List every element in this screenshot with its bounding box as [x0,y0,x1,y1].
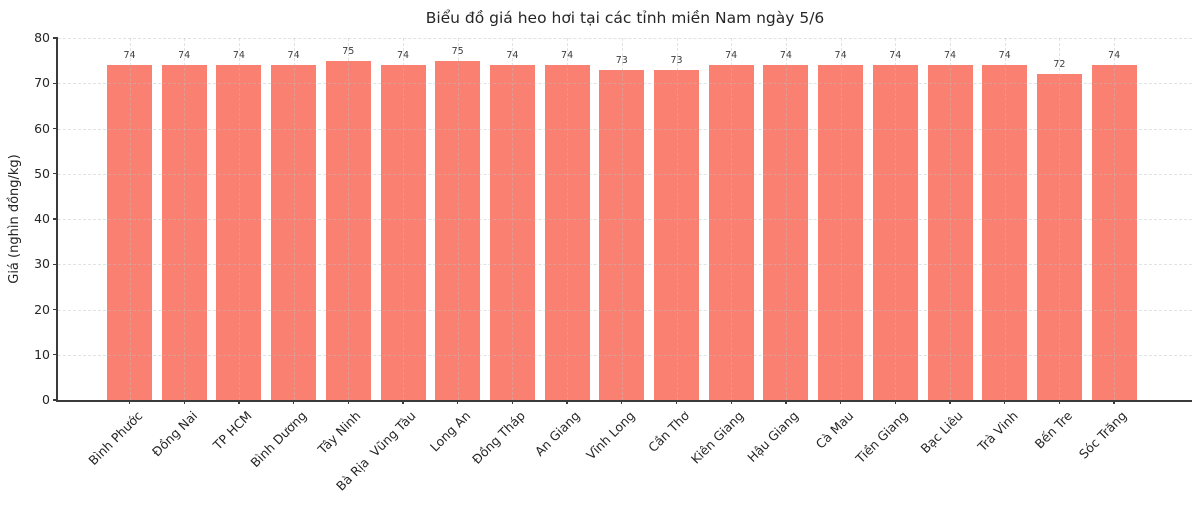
bar-value-label: 74 [725,50,738,62]
x-tick-mark [183,400,185,404]
bar-value-label: 74 [232,50,245,62]
x-tick-label-text: Hậu Giang [744,408,802,466]
bar [544,65,590,400]
x-tick-label-text: Bình Dương [247,408,310,471]
x-tick-mark [128,400,131,404]
x-tick-label-text: Bạc Liêu [917,408,966,457]
x-tick-label-text: TP HCM [209,408,255,453]
y-tick-label: 80 [34,30,50,45]
x-tick-label-text: Đồng Nai [148,408,200,460]
y-axis-spine [56,38,58,401]
y-tick-label: 10 [34,346,50,362]
bar-value-label: 72 [1053,59,1066,71]
bar [216,65,262,400]
bar [380,65,426,400]
x-tick-mark [839,400,842,404]
y-tick-mark [53,127,58,130]
bar-value-label: 74 [561,50,574,62]
y-tick-mark [53,308,58,311]
bar [599,69,645,400]
x-tick-label-text: Tây Ninh [315,408,364,457]
x-tick-mark [566,400,568,404]
bar-value-label: 75 [342,45,355,57]
y-tick-mark [53,173,58,175]
bar [872,65,918,400]
y-tick-label: 40 [34,211,50,226]
y-tick-label: 60 [34,120,50,136]
y-tick-mark [53,82,58,84]
y-tick-mark [53,218,58,220]
x-tick-mark [1113,400,1115,404]
x-tick-label-text: Sóc Trăng [1076,408,1130,462]
x-tick-mark [292,400,295,404]
bar [818,65,864,400]
x-tick-label-text: Bến Tre [1031,408,1075,452]
chart-title: Biểu đồ giá heo hơi tại các tỉnh miền Na… [425,9,825,27]
x-tick-mark [1058,400,1061,404]
bar [1091,65,1137,400]
bar [708,65,754,400]
bar [1036,74,1082,400]
x-tick-label-text: Trà Vinh [974,408,1021,455]
bar-value-label: 74 [287,50,300,62]
y-tick-label: 20 [34,301,50,317]
bar-value-label: 74 [1108,50,1121,62]
bar [763,65,809,400]
bar-value-label: 74 [123,50,136,62]
bar-value-label: 74 [779,50,792,62]
bar-value-label: 74 [889,50,902,62]
bar-value-label: 74 [506,50,519,62]
x-tick-mark [402,400,404,404]
bar-value-label: 74 [998,50,1011,62]
bar-value-label: 73 [615,54,628,66]
bar-value-label: 74 [834,50,847,62]
y-tick-mark [53,354,58,356]
y-tick-mark [53,263,58,265]
x-tick-mark [730,400,732,404]
bar [271,65,317,400]
x-tick-label-text: Long An [426,408,474,455]
y-tick-label: 30 [34,256,50,272]
x-tick-mark [621,400,623,404]
x-tick-mark [457,400,459,404]
bar-value-label: 73 [670,54,683,66]
bar [927,65,973,400]
bar [435,60,481,400]
x-tick-label-text: Đồng Tháp [469,408,528,467]
x-tick-mark [949,400,951,404]
x-tick-mark [238,400,240,404]
bar [107,65,152,400]
gridline-h [58,38,1192,39]
y-tick-mark [53,37,58,39]
x-tick-label-text: Tiền Giang [852,408,911,466]
x-tick-label-text: Cần Thơ [645,408,693,456]
x-axis-spine [56,400,1192,402]
bar [489,65,535,400]
x-tick-label-text: Bình Phước [85,408,146,468]
x-tick-label-text: An Giang [531,408,583,460]
bar [654,69,699,400]
y-tick-label: 0 [42,392,50,407]
bar-value-label: 74 [396,50,410,62]
x-tick-label-text: Vĩnh Long [582,408,638,463]
y-tick-label: 70 [34,75,50,91]
bar-value-label: 74 [178,50,191,62]
y-tick-label: 50 [34,165,50,181]
bar-value-label: 75 [451,45,464,57]
bar [161,65,207,400]
x-tick-label-text: Cà Mau [812,408,857,452]
bar [982,65,1028,400]
x-tick-mark [347,400,349,404]
x-tick-mark [1004,400,1006,404]
y-tick-mark [53,399,58,401]
x-tick-mark [511,400,514,404]
x-tick-label-text: Kiên Giang [688,408,747,467]
bar-value-label: 74 [943,50,957,62]
bar [325,60,371,400]
x-tick-mark [894,400,896,404]
x-tick-mark [675,400,678,404]
x-tick-mark [785,400,787,404]
